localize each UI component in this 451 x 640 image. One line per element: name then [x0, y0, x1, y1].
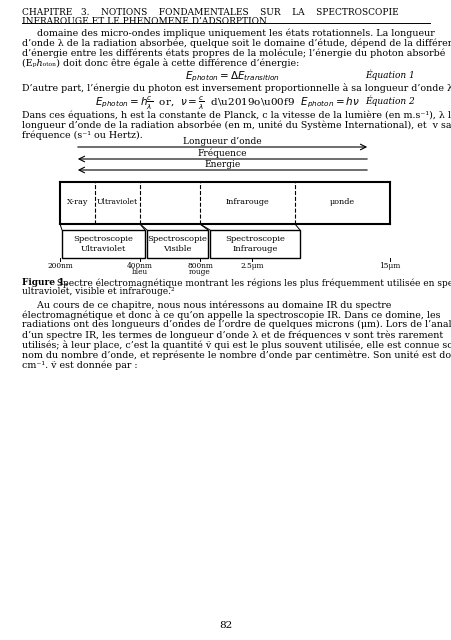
Text: fréquence (s⁻¹ ou Hertz).: fréquence (s⁻¹ ou Hertz).	[22, 131, 143, 141]
Text: $E_{photon}=h\frac{c}{\lambda}$  or,  $\nu=\frac{c}{\lambda}$  d\u2019o\u00f9  $: $E_{photon}=h\frac{c}{\lambda}$ or, $\nu…	[95, 95, 359, 112]
Text: Spectroscopie
Ultraviolet: Spectroscopie Ultraviolet	[74, 236, 133, 253]
Text: 2.5μm: 2.5μm	[240, 262, 263, 270]
Bar	[210, 230, 299, 258]
Text: D’autre part, l’énergie du photon est inversement proportionnelle à sa longueur : D’autre part, l’énergie du photon est in…	[22, 83, 451, 93]
Text: Fréquence: Fréquence	[198, 148, 247, 158]
Text: Infrarouge: Infrarouge	[225, 198, 269, 206]
Text: (Eₚℎₒₜₒₙ) doit donc être égale à cette différence d’énergie:: (Eₚℎₒₜₒₙ) doit donc être égale à cette d…	[22, 58, 299, 68]
Text: 200nm: 200nm	[47, 262, 73, 270]
Text: longueur d’onde de la radiation absorbée (en m, unité du Système International),: longueur d’onde de la radiation absorbée…	[22, 121, 451, 131]
Text: 15μm: 15μm	[378, 262, 400, 270]
Text: X-ray: X-ray	[67, 198, 88, 206]
Text: Spectre électromagnétique montrant les régions les plus fréquemment utilisée en : Spectre électromagnétique montrant les r…	[54, 278, 451, 287]
Text: Spectroscopie
Visible: Spectroscopie Visible	[147, 236, 207, 253]
Text: d’onde λ de la radiation absorbée, quelque soit le domaine d’étude, dépend de la: d’onde λ de la radiation absorbée, quelq…	[22, 38, 451, 47]
Text: INFRAROUGE ET LE PHENOMENE D’ADSORPTION: INFRAROUGE ET LE PHENOMENE D’ADSORPTION	[22, 17, 266, 26]
Text: électromagnétique et donc à ce qu’on appelle la spectroscopie IR. Dans ce domine: électromagnétique et donc à ce qu’on app…	[22, 310, 440, 320]
Text: Ultraviolet: Ultraviolet	[97, 198, 138, 206]
Text: rouge: rouge	[189, 268, 211, 276]
Text: domaine des micro-ondes implique uniquement les états rotationnels. La longueur: domaine des micro-ondes implique uniquem…	[22, 28, 434, 38]
Text: Au cours de ce chapitre, nous nous intéressons au domaine IR du spectre: Au cours de ce chapitre, nous nous intér…	[22, 300, 391, 310]
Text: utilisés; à leur place, c’est la quantité ṽ qui est le plus souvent utilisée, el: utilisés; à leur place, c’est la quantit…	[22, 340, 451, 350]
Text: 400nm: 400nm	[127, 262, 152, 270]
Text: nom du nombre d’onde, et représente le nombre d’onde par centimètre. Son unité e: nom du nombre d’onde, et représente le n…	[22, 350, 451, 360]
Text: bleu: bleu	[132, 268, 148, 276]
Text: 82: 82	[219, 621, 232, 630]
Text: CHAPITRE   3.    NOTIONS    FONDAMENTALES    SUR    LA    SPECTROSCOPIE: CHAPITRE 3. NOTIONS FONDAMENTALES SUR LA…	[22, 8, 398, 17]
Bar	[147, 230, 207, 258]
Text: Figure 1.: Figure 1.	[22, 278, 68, 287]
Text: d’un spectre IR, les termes de longueur d’onde λ et de fréquences v sont très ra: d’un spectre IR, les termes de longueur …	[22, 330, 442, 339]
Text: radiations ont des longueurs d’ondes de l’ordre de quelques microns (μm). Lors d: radiations ont des longueurs d’ondes de …	[22, 320, 451, 329]
Text: Équation 1: Équation 1	[364, 70, 414, 81]
Text: cm⁻¹. ṽ est donnée par :: cm⁻¹. ṽ est donnée par :	[22, 360, 137, 369]
Text: ultraviolet, visible et infrarouge.²: ultraviolet, visible et infrarouge.²	[22, 287, 174, 296]
Text: μonde: μonde	[329, 198, 354, 206]
Text: Longueur d’onde: Longueur d’onde	[183, 137, 261, 146]
Text: $E_{photon}=\Delta E_{transition}$: $E_{photon}=\Delta E_{transition}$	[184, 70, 279, 84]
Bar	[62, 230, 145, 258]
Text: 800nm: 800nm	[187, 262, 212, 270]
Text: Équation 2: Équation 2	[364, 95, 414, 106]
Text: Spectroscopie
Infrarouge: Spectroscopie Infrarouge	[225, 236, 284, 253]
Text: Energie: Energie	[204, 160, 240, 169]
Text: Dans ces équations, h est la constante de Planck, c la vitesse de la lumière (en: Dans ces équations, h est la constante d…	[22, 111, 451, 120]
Text: d’énergie entre les différents états propres de la molécule; l’énergie du photon: d’énergie entre les différents états pro…	[22, 48, 444, 58]
